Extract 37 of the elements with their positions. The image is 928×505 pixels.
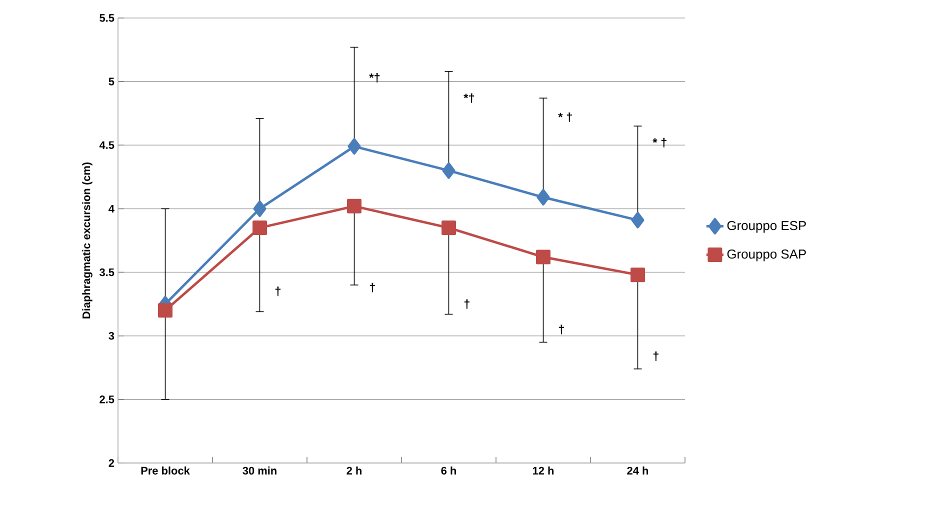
point	[158, 303, 172, 318]
annotation: †	[558, 324, 564, 334]
y-tick-label: 4	[108, 204, 114, 212]
annotation: * †	[558, 112, 572, 122]
annotation: †	[275, 286, 280, 296]
x-tick-label: Pre block	[141, 466, 190, 475]
point	[252, 220, 267, 236]
point	[253, 200, 266, 217]
x-tick-label: 6 h	[441, 466, 456, 475]
annotation: †	[370, 282, 375, 292]
y-tick-label: 5	[108, 78, 114, 86]
point	[631, 212, 644, 228]
point	[348, 138, 361, 155]
annotation: †	[653, 351, 658, 361]
y-tick-label: 4.5	[99, 141, 114, 149]
x-tick-label: 2 h	[346, 466, 362, 474]
annotation: *†	[369, 73, 380, 82]
x-tick-label: 12 h	[532, 466, 554, 474]
point	[442, 162, 456, 179]
point	[442, 220, 456, 236]
x-tick-label: 24 h	[627, 466, 648, 474]
point	[347, 198, 362, 214]
y-tick-label: 2.5	[100, 396, 114, 404]
annotation: *†	[464, 93, 474, 103]
x-tick-label: 30 min	[242, 466, 276, 475]
annotation: * †	[652, 138, 666, 148]
legend-label: Grouppo ESP	[727, 220, 806, 233]
annotation: †	[464, 299, 470, 309]
y-tick-label: 2	[108, 459, 114, 467]
y-tick-label: 3	[108, 332, 114, 340]
y-tick-label: 5.5	[100, 14, 114, 22]
y-axis-title: Diaphragmatic excursion (cm)	[82, 162, 92, 318]
point	[536, 250, 550, 264]
point	[536, 189, 550, 206]
y-tick-label: 3.5	[99, 268, 114, 276]
point	[630, 268, 645, 282]
legend-label: Grouppo SAP	[727, 249, 806, 262]
